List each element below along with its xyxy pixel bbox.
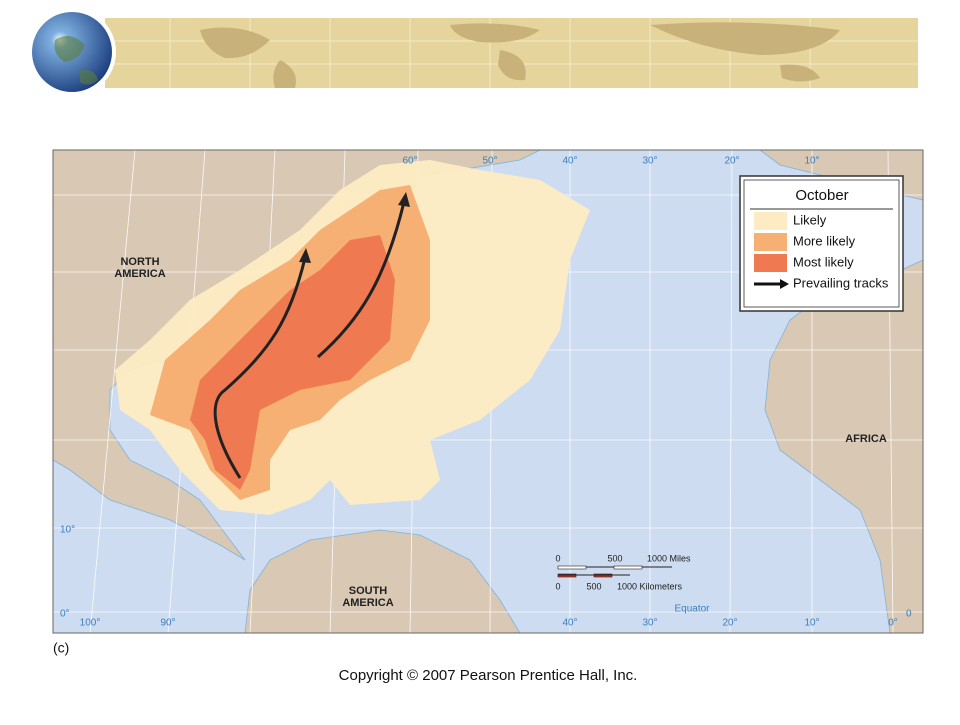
longitude-label: 0°	[888, 618, 898, 629]
longitude-label: 60°	[402, 156, 417, 167]
latitude-label: 10°	[60, 525, 75, 536]
legend-title: October	[795, 187, 848, 204]
scale-label: 500	[607, 553, 622, 563]
longitude-label: 20°	[724, 156, 739, 167]
region-label: AMERICA	[342, 597, 393, 609]
latitude-label: 0°	[60, 609, 70, 620]
equator-label: Equator	[674, 604, 710, 615]
scale-label: 0	[555, 553, 560, 563]
legend-label: Most likely	[793, 254, 854, 269]
legend-label: Likely	[793, 212, 827, 227]
legend-label: More likely	[793, 233, 856, 248]
longitude-label: 100°	[80, 618, 101, 629]
latitude-label: 0	[906, 609, 912, 620]
longitude-label: 10°	[804, 156, 819, 167]
longitude-label: 30°	[642, 618, 657, 629]
legend-label: Prevailing tracks	[793, 275, 889, 290]
region-label: NORTH	[120, 256, 159, 268]
scale-label: 500	[586, 581, 601, 591]
scale-bar: 0 500 1000 Miles 0 500 1000 Kilometers	[555, 553, 691, 591]
longitude-label: 20°	[722, 618, 737, 629]
longitude-label: 10°	[804, 618, 819, 629]
scale-label: 1000 Kilometers	[617, 581, 683, 591]
caption: (c)	[53, 640, 69, 656]
longitude-label: 50°	[482, 156, 497, 167]
region-label: SOUTH	[349, 585, 388, 597]
banner	[28, 8, 918, 96]
longitude-label: 40°	[562, 156, 577, 167]
region-label: AMERICA	[114, 268, 165, 280]
longitude-label: 40°	[562, 618, 577, 629]
legend: October Likely More likely Most likely P…	[739, 175, 904, 312]
copyright: Copyright © 2007 Pearson Prentice Hall, …	[339, 667, 638, 684]
map: NORTH AMERICA SOUTH AMERICA AFRICA 60° 5…	[52, 149, 924, 634]
longitude-label: 30°	[642, 156, 657, 167]
region-label: AFRICA	[845, 433, 887, 445]
longitude-label: 90°	[160, 618, 175, 629]
scale-label: 0	[555, 581, 560, 591]
scale-label: 1000 Miles	[647, 553, 691, 563]
